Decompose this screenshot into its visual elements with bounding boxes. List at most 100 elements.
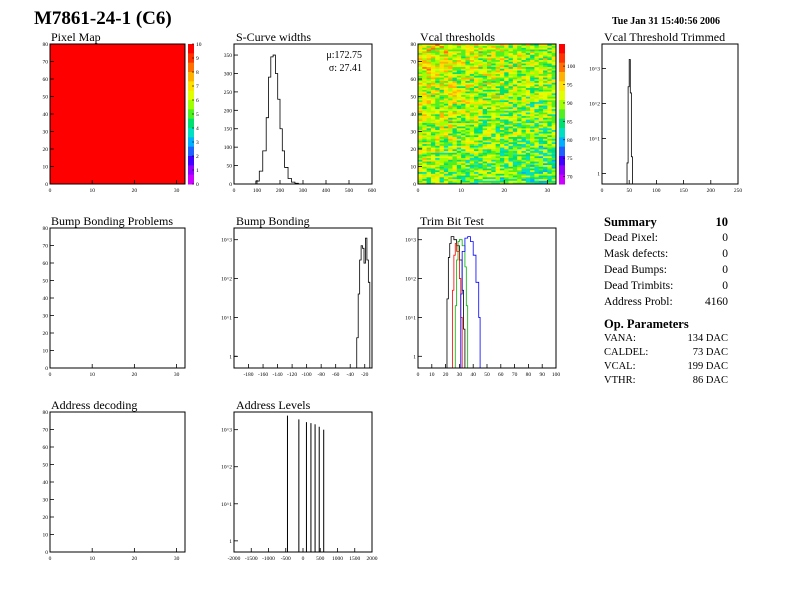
y-tick-label: 10 (43, 533, 49, 539)
bump-bonding-frame (233, 227, 373, 369)
heatmap-cell (551, 68, 557, 71)
heatmap-cell (495, 180, 501, 183)
heatmap-cell (534, 119, 540, 122)
heatmap-cell (508, 171, 514, 174)
heatmap-cell (525, 58, 531, 61)
x-tick-label: 20 (132, 188, 138, 194)
heatmap-cell (456, 119, 462, 122)
heatmap-cell (525, 105, 531, 108)
heatmap-cell (508, 44, 514, 47)
heatmap-cell (456, 170, 462, 173)
heatmap-cell (422, 156, 427, 159)
heatmap-cell (499, 170, 505, 173)
heatmap-cell (538, 45, 544, 48)
x-tick-label: 100 (552, 372, 561, 378)
heatmap-cell (547, 112, 552, 115)
heatmap-cell (525, 182, 531, 185)
heatmap-cell (461, 89, 466, 92)
heatmap-cell (456, 56, 462, 59)
heatmap-cell (439, 93, 445, 96)
x-tick-label: 0 (601, 188, 604, 194)
heatmap-cell (465, 170, 471, 173)
heatmap-cell (482, 54, 488, 57)
heatmap-cell (448, 126, 453, 129)
heatmap-cell (430, 49, 436, 52)
heatmap-cell (534, 112, 540, 115)
heatmap-cell (469, 52, 475, 55)
heatmap-cell (426, 180, 432, 183)
panel-title-trim-bit-test: Trim Bit Test (420, 214, 484, 228)
heatmap-cell (422, 96, 427, 99)
heatmap-cell (538, 84, 544, 87)
heatmap-cell (517, 159, 522, 162)
heatmap-cell (530, 135, 535, 138)
op-value: 134 DAC (687, 333, 728, 344)
heatmap-cell (517, 75, 522, 78)
heatmap-cell (517, 80, 522, 83)
heatmap-cell (512, 175, 518, 178)
heatmap-cell (543, 180, 548, 183)
heatmap-cell (456, 178, 462, 181)
heatmap-cell (448, 114, 453, 117)
heatmap-cell (543, 173, 548, 176)
heatmap-cell (443, 75, 449, 78)
heatmap-cell (435, 115, 440, 118)
heatmap-cell (525, 178, 531, 181)
heatmap-cell (461, 80, 466, 83)
heatmap-cell (521, 79, 527, 82)
heatmap-cell (435, 54, 440, 57)
x-tick-label: 500 (316, 556, 325, 562)
heatmap-cell (430, 140, 436, 143)
x-tick-label: 1000 (332, 556, 343, 562)
heatmap-cell (534, 178, 540, 181)
heatmap-cell (491, 156, 496, 159)
heatmap-cell (465, 54, 471, 57)
heatmap-cell (543, 54, 548, 57)
heatmap-cell (525, 49, 531, 52)
heatmap-cell (487, 136, 492, 139)
heatmap-cell (521, 112, 527, 115)
heatmap-cell (430, 168, 436, 171)
heatmap-cell (452, 100, 458, 103)
heatmap-cell (499, 180, 505, 183)
heatmap-cell (452, 156, 458, 159)
heatmap-cell (491, 136, 496, 139)
heatmap-cell (512, 44, 518, 47)
heatmap-cell (543, 93, 548, 96)
heatmap-cell (551, 79, 557, 82)
heatmap-cell (439, 96, 445, 99)
heatmap-cell (547, 173, 552, 176)
heatmap-cell (461, 63, 466, 66)
heatmap-cell (469, 147, 475, 150)
heatmap-cell (517, 147, 522, 150)
heatmap-cell (452, 105, 458, 108)
heatmap-cell (495, 56, 501, 59)
heatmap-cell (430, 52, 436, 55)
heatmap-cell (456, 59, 462, 62)
heatmap-cell (543, 140, 548, 143)
heatmap-cell (547, 159, 552, 162)
heatmap-cell (504, 147, 509, 150)
heatmap-cell (491, 159, 496, 162)
heatmap-cell (543, 119, 548, 122)
heatmap-cell (487, 59, 492, 62)
heatmap-cell (543, 164, 548, 167)
heatmap-cell (495, 86, 501, 89)
heatmap-cell (551, 147, 557, 150)
heatmap-cell (504, 126, 509, 129)
heatmap-cell (439, 177, 445, 180)
heatmap-cell (547, 150, 552, 153)
heatmap-cell (534, 51, 540, 54)
heatmap-cell (469, 175, 475, 178)
heatmap-cell (495, 73, 501, 76)
heatmap-cell (465, 122, 471, 125)
heatmap-cell (491, 98, 496, 101)
heatmap-cell (525, 75, 531, 78)
heatmap-cell (512, 140, 518, 143)
heatmap-cell (478, 124, 483, 127)
heatmap-cell (499, 61, 505, 64)
empty-map-frame (49, 411, 186, 553)
heatmap-cell (482, 44, 488, 47)
heatmap-cell (435, 163, 440, 166)
heatmap-cell (482, 117, 488, 120)
